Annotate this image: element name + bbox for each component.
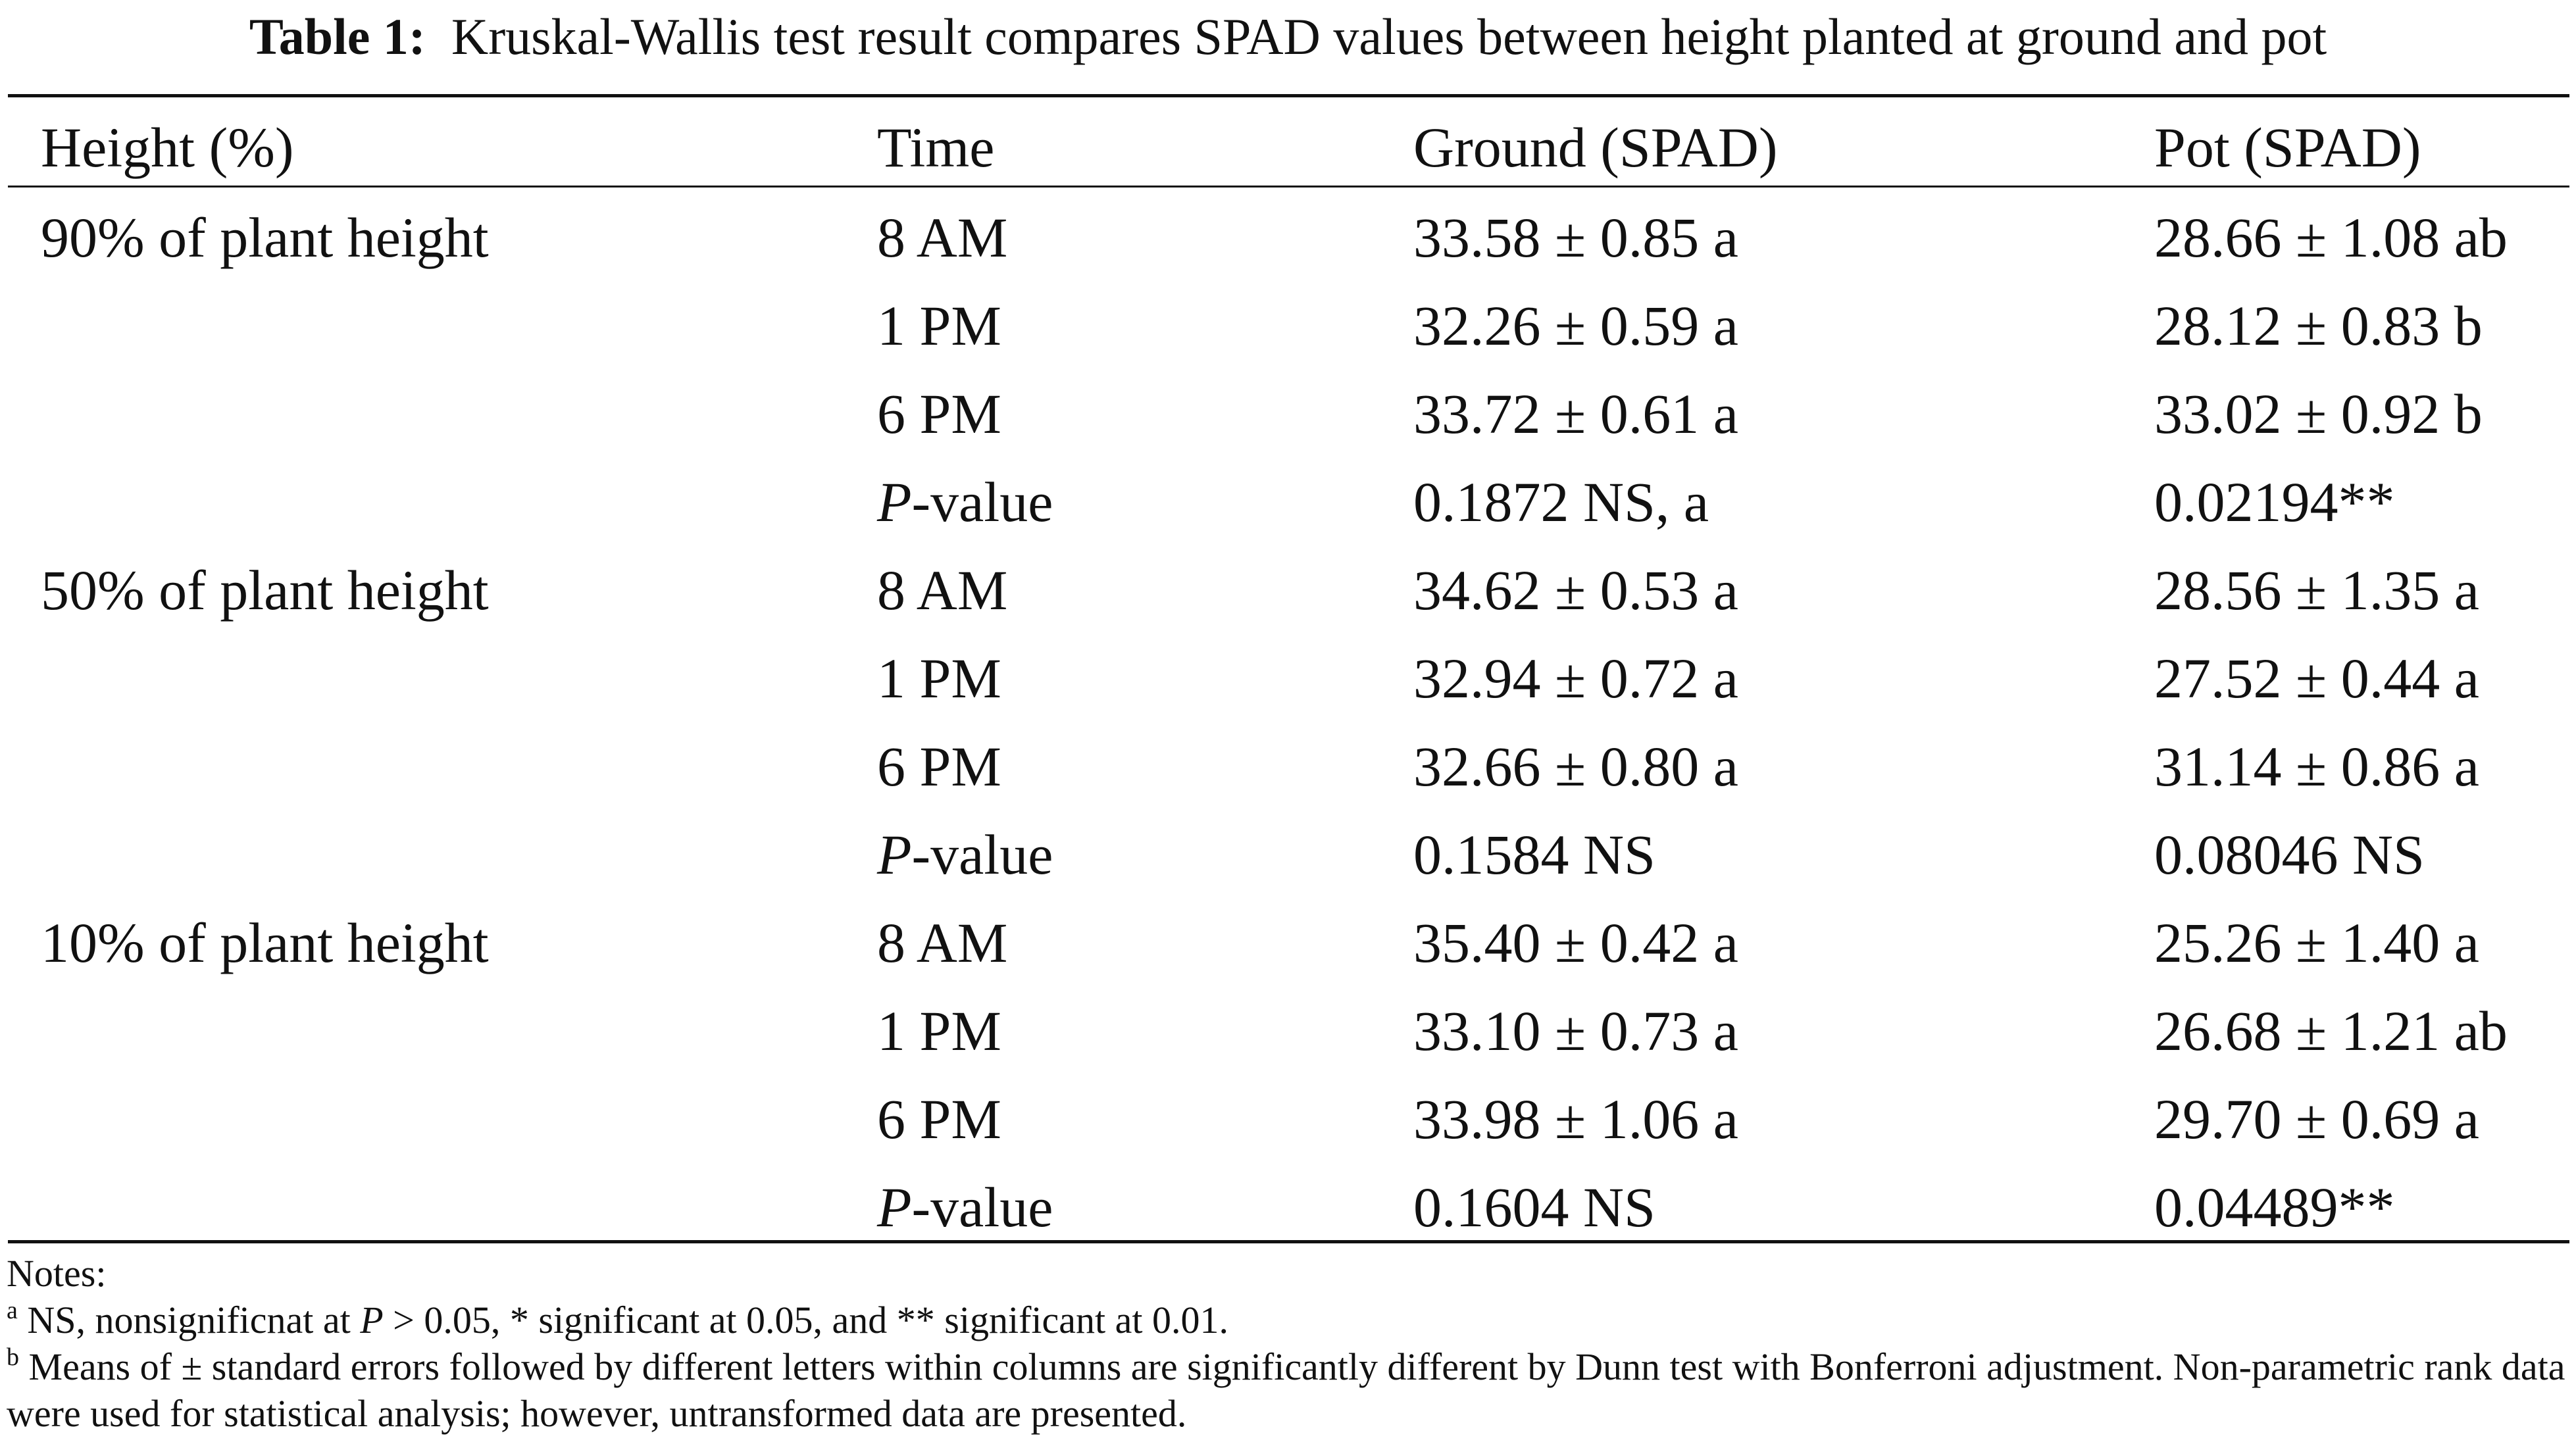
table-top-rule xyxy=(8,94,2569,97)
row-pot-value: 28.56 ± 1.35 a xyxy=(2154,559,2479,622)
group-height-label: 10% of plant height xyxy=(41,911,489,974)
pvalue-ground: 0.1604 NS xyxy=(1413,1176,1655,1239)
row-time: 6 PM xyxy=(877,382,1001,445)
pvalue-label-rest: -value xyxy=(911,1176,1053,1239)
pvalue-label-rest: -value xyxy=(911,470,1053,534)
row-time: 1 PM xyxy=(877,999,1001,1062)
row-pot-value: 31.14 ± 0.86 a xyxy=(2154,735,2479,798)
column-header-pot: Pot (SPAD) xyxy=(2154,116,2421,179)
note-a-p-symbol: P xyxy=(360,1299,384,1341)
row-ground-value: 33.98 ± 1.06 a xyxy=(1413,1087,1738,1151)
table-bottom-rule xyxy=(8,1240,2569,1243)
pvalue-pot: 0.02194** xyxy=(2154,470,2395,534)
row-pot-value: 26.68 ± 1.21 ab xyxy=(2154,999,2508,1062)
note-a: a NS, nonsignificnat at P > 0.05, * sign… xyxy=(7,1297,2569,1343)
row-ground-value: 33.72 ± 0.61 a xyxy=(1413,382,1738,445)
pvalue-ground: 0.1872 NS, a xyxy=(1413,470,1709,534)
row-time: 6 PM xyxy=(877,735,1001,798)
pvalue-label-p: P xyxy=(877,823,912,886)
note-b: b Means of ± standard errors followed by… xyxy=(7,1343,2569,1437)
row-pot-value: 27.52 ± 0.44 a xyxy=(2154,647,2479,710)
table-caption-text: Kruskal-Wallis test result compares SPAD… xyxy=(451,8,2327,65)
group-height-label: 90% of plant height xyxy=(41,206,489,269)
pvalue-label: P-value xyxy=(877,822,1053,887)
pvalue-pot: 0.08046 NS xyxy=(2154,823,2425,886)
table-notes: Notes: a NS, nonsignificnat at P > 0.05,… xyxy=(7,1250,2569,1437)
row-ground-value: 35.40 ± 0.42 a xyxy=(1413,911,1738,974)
row-pot-value: 29.70 ± 0.69 a xyxy=(2154,1087,2479,1151)
note-b-marker: b xyxy=(7,1343,19,1371)
pvalue-label: P-value xyxy=(877,1174,1053,1240)
row-time: 1 PM xyxy=(877,647,1001,710)
table-caption: Table 1: Kruskal-Wallis test result comp… xyxy=(0,4,2576,70)
row-ground-value: 32.66 ± 0.80 a xyxy=(1413,735,1738,798)
row-ground-value: 33.10 ± 0.73 a xyxy=(1413,999,1738,1062)
row-ground-value: 32.94 ± 0.72 a xyxy=(1413,647,1738,710)
note-a-marker: a xyxy=(7,1297,18,1324)
pvalue-label-p: P xyxy=(877,470,912,534)
row-time: 8 AM xyxy=(877,911,1008,974)
note-a-text-after: > 0.05, * significant at 0.05, and ** si… xyxy=(383,1299,1228,1341)
pvalue-label-p: P xyxy=(877,1176,912,1239)
row-pot-value: 25.26 ± 1.40 a xyxy=(2154,911,2479,974)
row-pot-value: 28.12 ± 0.83 b xyxy=(2154,294,2483,357)
pvalue-ground: 0.1584 NS xyxy=(1413,823,1655,886)
row-time: 8 AM xyxy=(877,206,1008,269)
pvalue-label-rest: -value xyxy=(911,823,1053,886)
pvalue-pot: 0.04489** xyxy=(2154,1176,2395,1239)
note-a-text-before: NS, nonsignificnat at xyxy=(17,1299,361,1341)
row-time: 1 PM xyxy=(877,294,1001,357)
column-header-ground: Ground (SPAD) xyxy=(1413,116,1778,179)
row-ground-value: 32.26 ± 0.59 a xyxy=(1413,294,1738,357)
note-b-text: Means of ± standard errors followed by d… xyxy=(7,1345,2565,1435)
row-time: 8 AM xyxy=(877,559,1008,622)
group-height-label: 50% of plant height xyxy=(41,559,489,622)
table-header-rule xyxy=(8,186,2569,187)
table-caption-label: Table 1: xyxy=(249,8,426,65)
column-header-height: Height (%) xyxy=(41,116,294,179)
row-ground-value: 34.62 ± 0.53 a xyxy=(1413,559,1738,622)
column-header-time: Time xyxy=(877,116,995,179)
pvalue-label: P-value xyxy=(877,469,1053,535)
row-ground-value: 33.58 ± 0.85 a xyxy=(1413,206,1738,269)
row-time: 6 PM xyxy=(877,1087,1001,1151)
notes-heading: Notes: xyxy=(7,1252,107,1295)
row-pot-value: 33.02 ± 0.92 b xyxy=(2154,382,2483,445)
row-pot-value: 28.66 ± 1.08 ab xyxy=(2154,206,2508,269)
